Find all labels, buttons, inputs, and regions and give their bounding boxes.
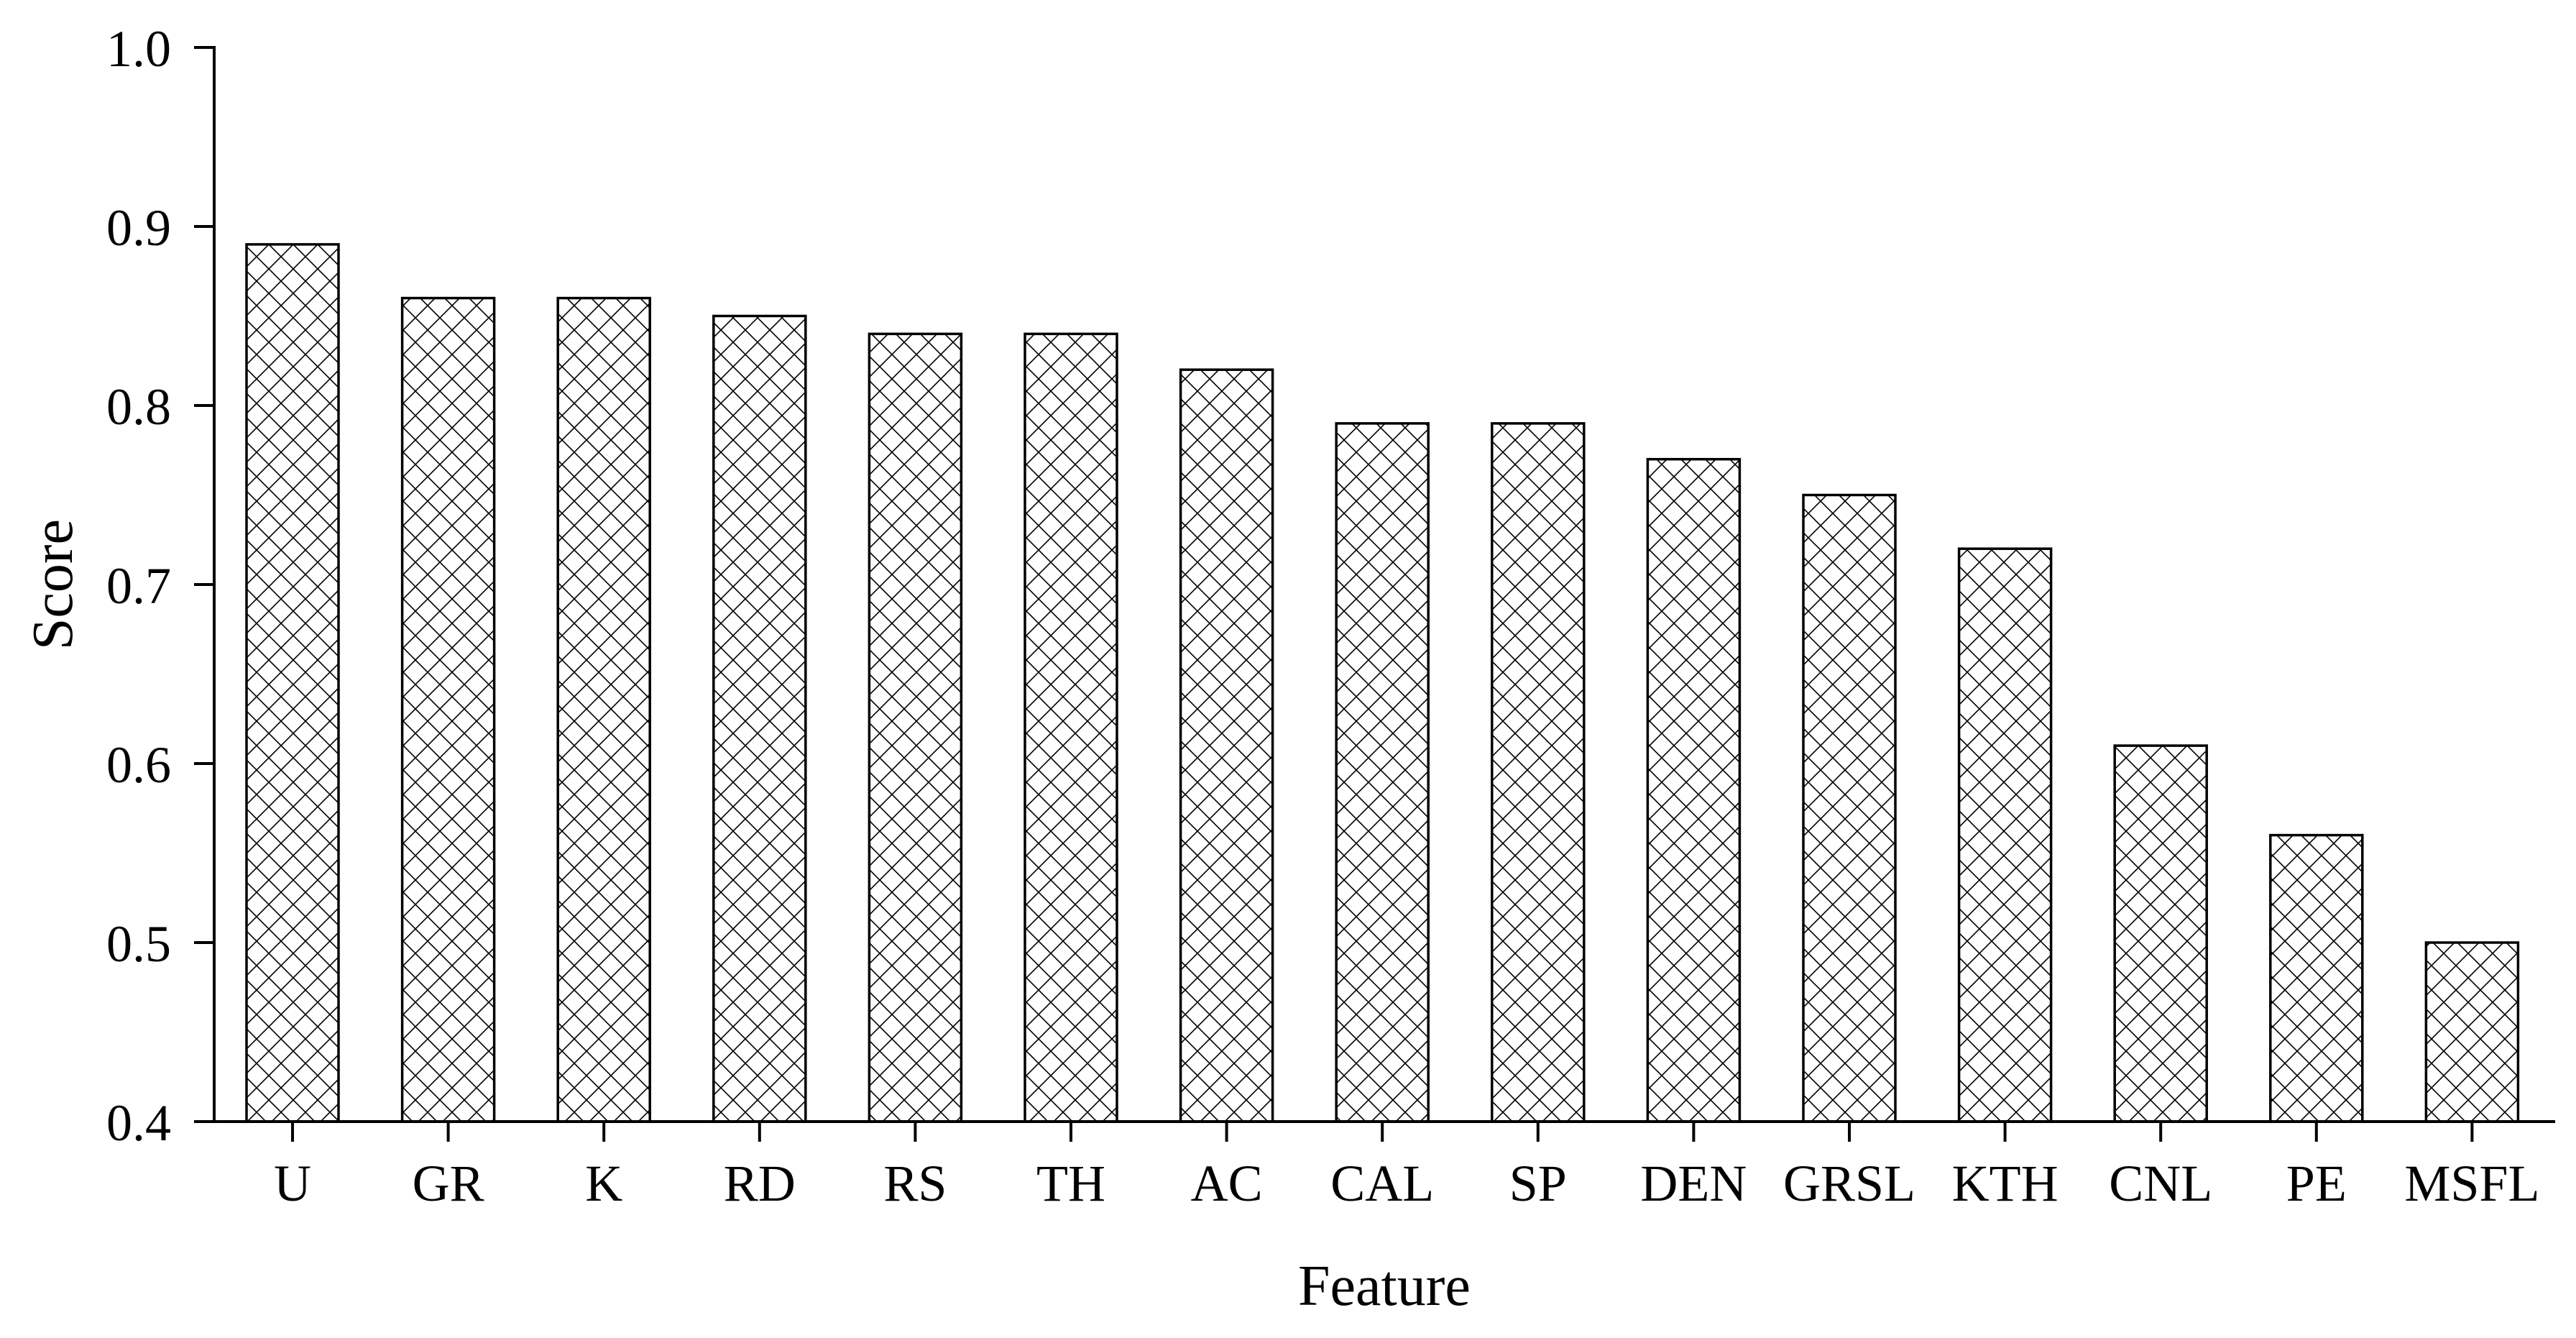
bar-rd bbox=[712, 314, 807, 1123]
bar-grsl bbox=[1802, 493, 1897, 1123]
x-axis-title: Feature bbox=[1298, 1255, 1471, 1318]
y-tick-label: 0.5 bbox=[106, 915, 171, 973]
x-tick-label-th: TH bbox=[1036, 1155, 1105, 1212]
bar-cnl bbox=[2113, 744, 2208, 1123]
bar-msfl bbox=[2424, 941, 2520, 1123]
bar-den bbox=[1646, 457, 1742, 1123]
y-axis-title: Score bbox=[22, 519, 85, 650]
x-tick-label-kth: KTH bbox=[1952, 1155, 2058, 1212]
x-tick-label-k: K bbox=[585, 1155, 622, 1212]
y-tick-label: 0.9 bbox=[106, 199, 171, 257]
x-tick-label-cal: CAL bbox=[1330, 1155, 1434, 1212]
bar-gr bbox=[400, 296, 496, 1123]
bar-ac bbox=[1179, 368, 1274, 1123]
x-tick-label-ac: AC bbox=[1191, 1155, 1263, 1212]
bar-cal bbox=[1335, 422, 1430, 1123]
x-tick-label-sp: SP bbox=[1509, 1155, 1567, 1212]
y-tick-label: 0.6 bbox=[106, 736, 171, 794]
axes-layer: 0.4 0.5 0.6 0.7 0.8 0.9 1.0 U GR K RD RS TH AC CAL SP DE… bbox=[106, 20, 2555, 1212]
bar-sp bbox=[1491, 422, 1586, 1123]
x-tick-label-grsl: GRSL bbox=[1783, 1155, 1915, 1212]
x-tick-label-gr: GR bbox=[413, 1155, 484, 1212]
y-tick-label: 1.0 bbox=[106, 20, 171, 78]
x-tick-label-den: DEN bbox=[1640, 1155, 1747, 1212]
bar-kth bbox=[1957, 547, 2053, 1123]
bar-k bbox=[556, 296, 651, 1123]
y-tick-label: 0.4 bbox=[106, 1094, 171, 1152]
bar-rs bbox=[868, 332, 963, 1123]
x-tick-label-msfl: MSFL bbox=[2404, 1155, 2539, 1212]
x-tick-label-rd: RD bbox=[724, 1155, 796, 1212]
x-tick-label-rs: RS bbox=[883, 1155, 947, 1212]
x-tick-label-pe: PE bbox=[2286, 1155, 2347, 1212]
bars-layer bbox=[245, 243, 2520, 1123]
x-tick-label-u: U bbox=[274, 1155, 311, 1212]
x-tick-label-cnl: CNL bbox=[2109, 1155, 2212, 1212]
bar-th bbox=[1024, 332, 1118, 1123]
bar-pe bbox=[2269, 833, 2364, 1123]
bar-u bbox=[245, 243, 340, 1123]
y-tick-label: 0.7 bbox=[106, 557, 171, 615]
y-tick-label: 0.8 bbox=[106, 378, 171, 436]
